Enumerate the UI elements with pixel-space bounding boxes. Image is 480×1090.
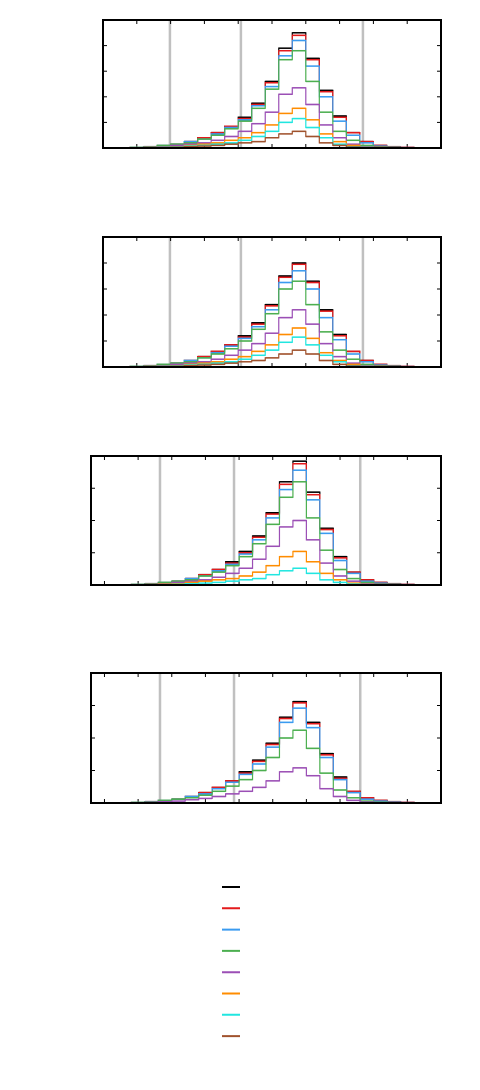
step-outline xyxy=(103,280,441,368)
step-outline xyxy=(103,270,441,368)
step-outline xyxy=(103,50,441,149)
step-outline xyxy=(104,729,441,804)
plot-frame xyxy=(102,19,442,149)
step-outline xyxy=(104,767,441,804)
step-outline xyxy=(104,707,441,804)
step-outline xyxy=(104,550,441,586)
step-outline xyxy=(104,701,441,804)
plot-frame xyxy=(90,455,442,586)
step-outline xyxy=(103,87,441,149)
step-outline xyxy=(103,107,441,149)
step-outline xyxy=(103,336,441,368)
step-outline xyxy=(103,263,441,368)
step-outline xyxy=(104,481,441,586)
step-outline xyxy=(104,460,441,586)
step-outline xyxy=(104,702,441,804)
plot-frame xyxy=(90,672,442,804)
plot-frame xyxy=(102,236,442,368)
step-outline xyxy=(103,117,441,149)
step-outline xyxy=(103,262,441,368)
step-outline xyxy=(104,469,441,586)
